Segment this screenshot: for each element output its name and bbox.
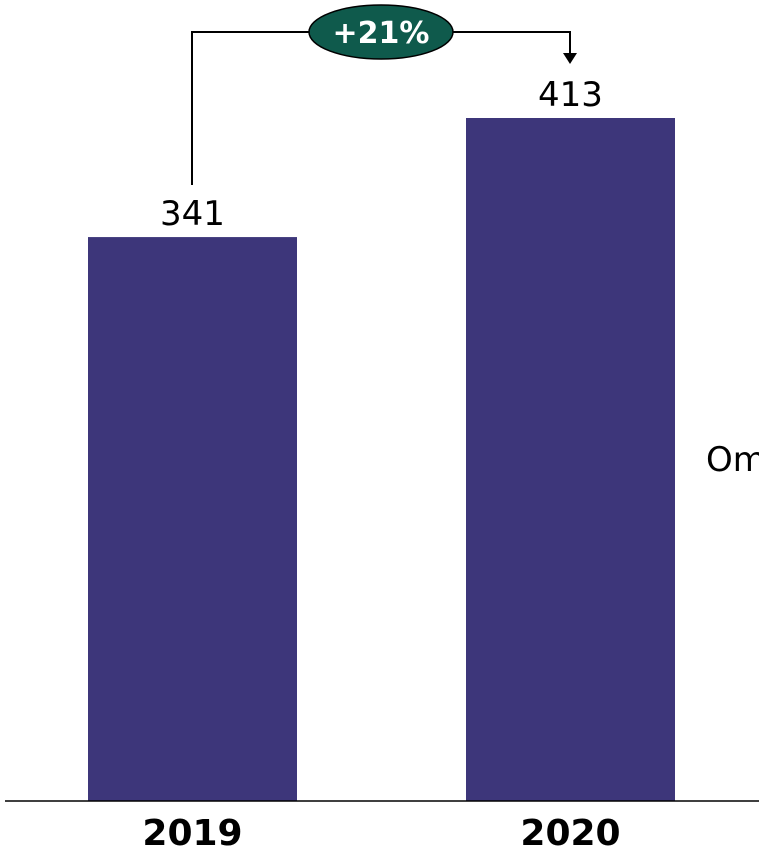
growth-arrow-head	[563, 53, 577, 64]
data-label-2020: 413	[538, 75, 603, 115]
bars-layer	[88, 118, 675, 802]
data-label-2019: 341	[160, 194, 225, 234]
bar-2019	[88, 237, 297, 802]
labels-layer: 341 2019 413 2020	[142, 75, 620, 849]
x-tick-label-2020: 2020	[520, 813, 620, 849]
side-label: Om	[706, 440, 759, 480]
growth-badge	[308, 4, 454, 60]
bar-2020	[466, 118, 675, 801]
growth-badge-label: +21%	[333, 16, 430, 51]
x-tick-label-2019: 2019	[142, 813, 242, 849]
growth-connector: +21%	[191, 4, 577, 185]
